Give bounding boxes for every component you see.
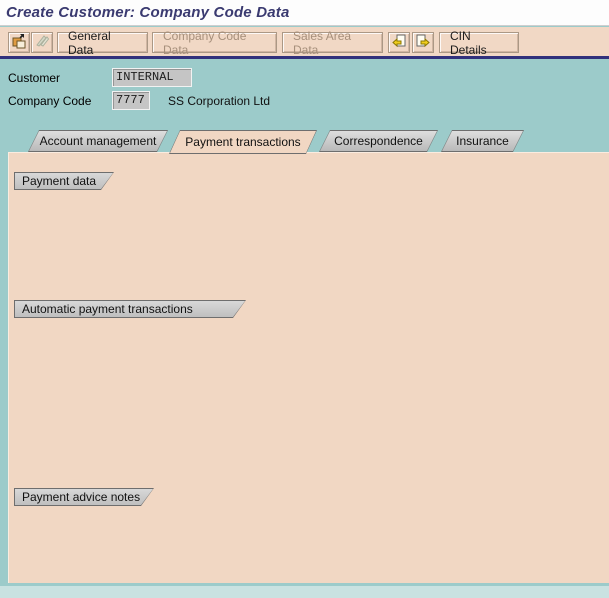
tab-label: Insurance — [442, 131, 523, 151]
previous-screen-icon — [391, 33, 407, 52]
other-customer-button[interactable] — [8, 32, 30, 53]
tab-label: Payment transactions — [170, 131, 316, 153]
title-bar: Create Customer: Company Code Data — [0, 0, 609, 26]
confirm-disabled-icon — [34, 33, 50, 52]
company-code-data-button: Company Code Data — [152, 29, 277, 57]
previous-screen-button[interactable] — [388, 32, 410, 53]
tab-correspondence[interactable]: Correspondence — [319, 130, 438, 152]
tab-content-panel — [8, 152, 609, 583]
sales-area-data-button: Sales Area Data — [282, 29, 383, 57]
company-name-text: SS Corporation Ltd — [168, 94, 271, 108]
tab-label: Account management — [29, 131, 167, 151]
company-code-field[interactable]: 7777 — [112, 91, 150, 110]
payment-advice-notes-group-title: Payment advice notes — [14, 488, 154, 506]
other-customer-icon — [11, 33, 27, 52]
bottom-edge — [0, 586, 609, 598]
confirm-button — [31, 32, 53, 53]
tab-account-management[interactable]: Account management — [28, 130, 168, 152]
toolbar-separator — [0, 56, 609, 59]
general-data-button[interactable]: General Data — [57, 29, 148, 57]
tab-payment-transactions[interactable]: Payment transactions — [169, 130, 317, 154]
page-title: Create Customer: Company Code Data — [6, 4, 290, 21]
customer-field[interactable]: INTERNAL — [112, 68, 192, 87]
cin-details-button[interactable]: CIN Details — [439, 29, 519, 57]
customer-label: Customer — [8, 71, 61, 85]
next-screen-icon — [415, 33, 431, 52]
tab-label: Correspondence — [320, 131, 437, 151]
company-code-label: Company Code — [8, 94, 92, 108]
application-toolbar: General Data Company Code Data Sales Are… — [0, 27, 609, 57]
tab-insurance[interactable]: Insurance — [441, 130, 524, 152]
automatic-payment-group-title: Automatic payment transactions — [14, 300, 246, 318]
payment-data-group-title: Payment data — [14, 172, 114, 190]
next-screen-button[interactable] — [412, 32, 434, 53]
